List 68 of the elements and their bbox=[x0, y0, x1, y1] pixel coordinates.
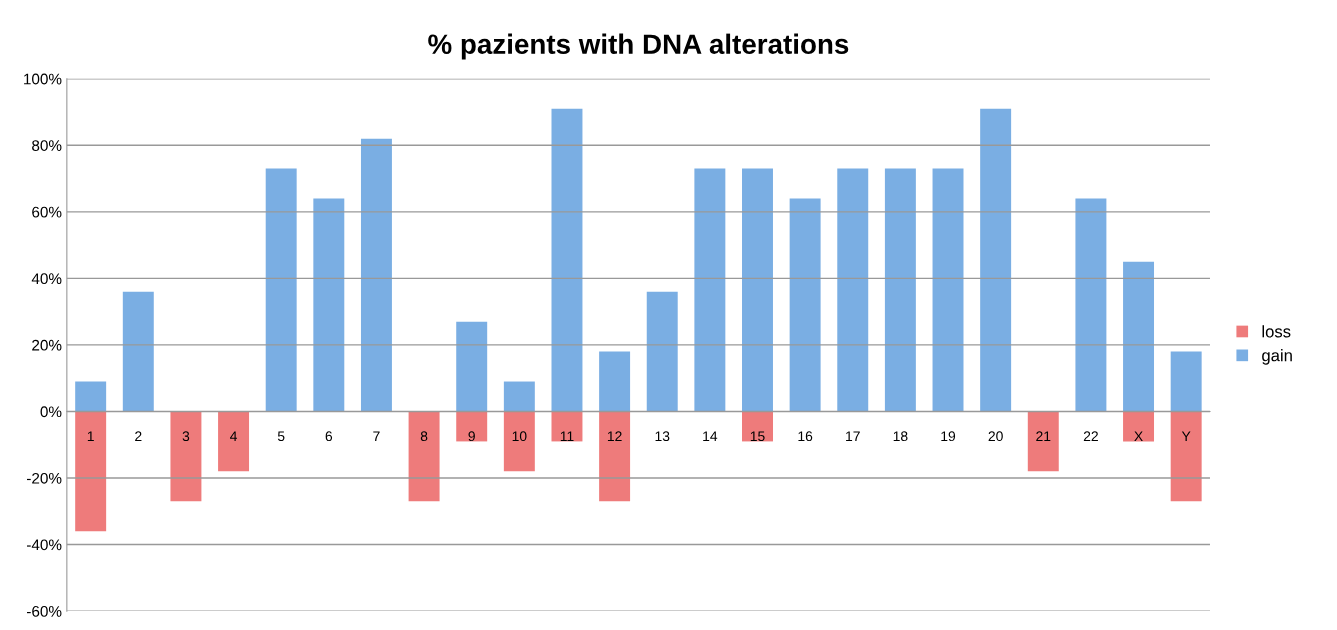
bar bbox=[551, 108, 583, 412]
y-tick-label: 60% bbox=[32, 206, 62, 218]
y-tick-label: 80% bbox=[32, 140, 62, 151]
x-tick-label: 13 bbox=[655, 431, 670, 442]
bar bbox=[837, 168, 869, 412]
x-tick-label: 22 bbox=[1083, 431, 1098, 441]
x-tick-label: 11 bbox=[560, 431, 574, 441]
x-tick-label: 17 bbox=[846, 431, 860, 441]
x-tick-label: Y bbox=[1181, 431, 1191, 441]
x-tick-label: 16 bbox=[798, 431, 813, 442]
x-tick-label: 15 bbox=[750, 431, 765, 442]
bar bbox=[408, 411, 440, 502]
x-tick-label: 14 bbox=[703, 431, 718, 441]
bar bbox=[551, 411, 583, 442]
bar bbox=[122, 291, 154, 412]
x-tick-label: 18 bbox=[893, 431, 908, 442]
bar bbox=[75, 381, 107, 412]
bar bbox=[503, 411, 535, 472]
bar bbox=[742, 411, 773, 442]
y-tick-label: -60% bbox=[27, 605, 62, 617]
x-tick-label: 8 bbox=[420, 431, 428, 442]
x-tick-label: 20 bbox=[988, 431, 1003, 442]
x-tick-label: 19 bbox=[941, 431, 956, 442]
y-tick-label: 20% bbox=[32, 339, 62, 351]
x-tick-label: 9 bbox=[468, 431, 475, 442]
bar bbox=[265, 168, 297, 412]
bar bbox=[1027, 411, 1059, 472]
bar bbox=[932, 168, 964, 412]
bar bbox=[360, 138, 392, 412]
legend-label: loss bbox=[1262, 325, 1291, 338]
bar bbox=[170, 411, 202, 502]
bar bbox=[1170, 411, 1202, 502]
y-tick-label: -40% bbox=[27, 539, 62, 551]
bar bbox=[980, 108, 1012, 412]
x-tick-label: 3 bbox=[182, 431, 190, 442]
y-tick-label: 100% bbox=[24, 73, 62, 85]
x-tick-label: 4 bbox=[230, 431, 238, 441]
x-tick-label: 5 bbox=[277, 431, 285, 442]
y-tick-label: -20% bbox=[27, 472, 62, 484]
bar bbox=[884, 168, 916, 412]
bar bbox=[313, 198, 345, 412]
bar bbox=[503, 381, 535, 412]
bar bbox=[694, 168, 726, 412]
bar bbox=[456, 411, 488, 442]
x-tick-label: 10 bbox=[512, 431, 527, 442]
bar bbox=[646, 291, 678, 412]
x-tick-label: X bbox=[1134, 431, 1143, 441]
x-tick-label: 12 bbox=[607, 431, 622, 441]
bar bbox=[1170, 351, 1202, 412]
y-tick-label: 40% bbox=[31, 273, 62, 285]
x-tick-label: 6 bbox=[325, 431, 333, 442]
y-tick-label: 0% bbox=[40, 406, 62, 418]
x-tick-label: 2 bbox=[135, 431, 142, 441]
bar bbox=[1123, 411, 1155, 442]
bar bbox=[75, 411, 107, 532]
bar bbox=[456, 321, 488, 412]
bar bbox=[789, 198, 821, 412]
chart-title: % pazients with DNA alterations bbox=[428, 33, 849, 60]
legend-label: gain bbox=[1262, 349, 1292, 365]
x-tick-label: 21 bbox=[1036, 431, 1051, 441]
bar bbox=[742, 168, 773, 412]
bar bbox=[599, 411, 631, 502]
bar bbox=[218, 411, 250, 472]
bar bbox=[1123, 261, 1155, 412]
x-tick-label: 7 bbox=[373, 431, 380, 441]
x-tick-label: 1 bbox=[87, 431, 94, 441]
bar bbox=[1075, 198, 1107, 412]
bar bbox=[599, 351, 631, 412]
